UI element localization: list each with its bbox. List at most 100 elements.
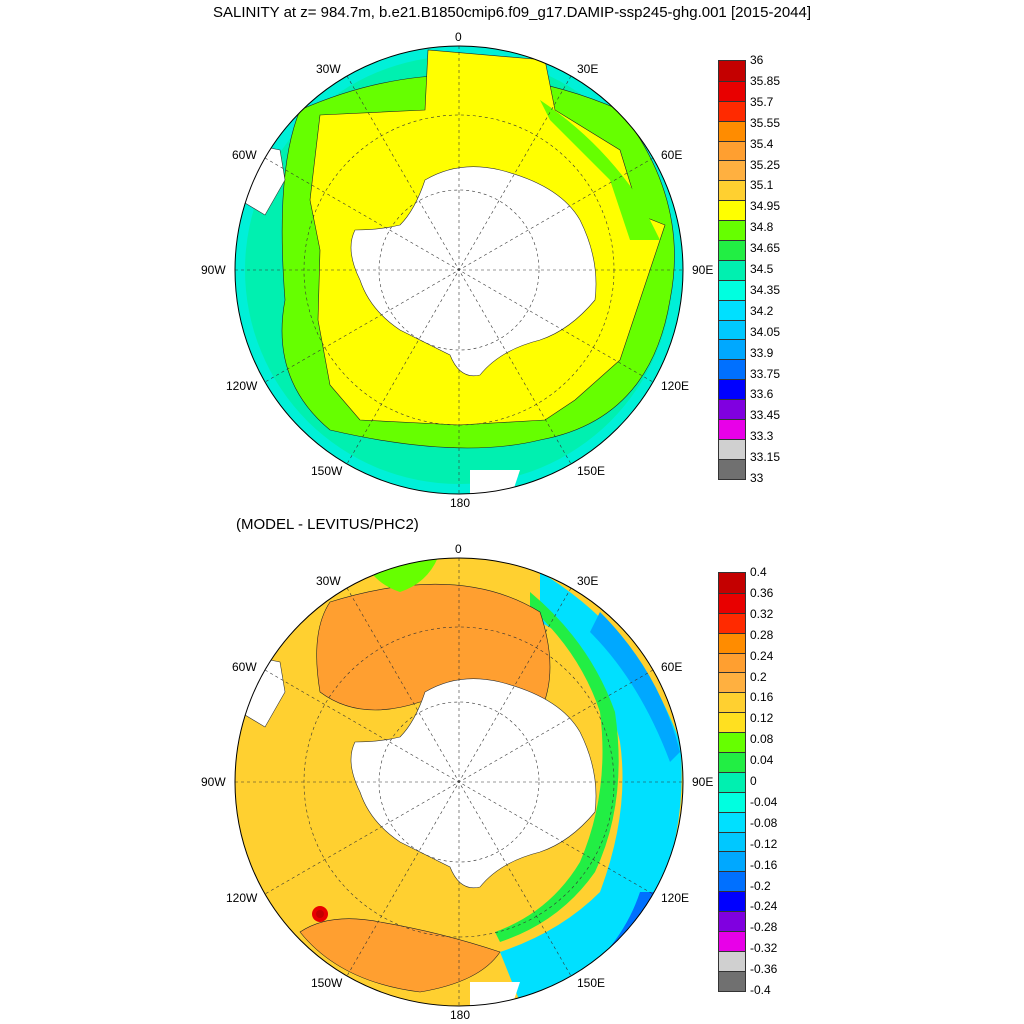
- colorbar-label: 34.5: [750, 262, 774, 276]
- colorbar-swatch: [719, 811, 745, 832]
- colorbar-swatch: [719, 732, 745, 753]
- colorbar-swatch: [719, 791, 745, 812]
- colorbar-label: 33.15: [750, 450, 781, 465]
- colorbar-swatch: [719, 612, 745, 633]
- colorbar-swatch: [719, 970, 745, 991]
- colorbar-swatch: [719, 692, 745, 713]
- colorbar-label: -0.24: [750, 899, 778, 914]
- colorbar-swatch: [719, 200, 745, 221]
- colorbar-label: 33.3: [750, 429, 774, 444]
- colorbar-swatch: [719, 712, 745, 733]
- colorbar-label: -0.36: [750, 962, 778, 977]
- lon-label-60e: 60E: [661, 148, 683, 162]
- colorbar-swatch: [719, 319, 745, 340]
- colorbar-swatch: [719, 359, 745, 380]
- lon-label-150w: 150W: [311, 464, 343, 478]
- colorbar-swatch: [719, 871, 745, 892]
- colorbar-label: 34.8: [750, 220, 774, 235]
- colorbar-label: 0.12: [750, 711, 774, 726]
- colorbar-swatch: [719, 180, 745, 201]
- colorbar-label: 33.9: [750, 345, 774, 360]
- colorbar-label: 0: [750, 774, 757, 788]
- colorbar-label: -0.04: [750, 794, 778, 809]
- colorbar-swatch: [719, 592, 745, 613]
- colorbar-label: 0.28: [750, 627, 774, 642]
- map-boundary: [234, 45, 684, 495]
- colorbar-swatch: [719, 100, 745, 121]
- colorbar-label: -0.28: [750, 920, 778, 935]
- colorbar-label: 0.08: [750, 732, 774, 747]
- lon-label-120w: 120W: [226, 891, 258, 905]
- colorbar-label: 35.25: [750, 157, 781, 172]
- colorbar-label: -0.2: [750, 878, 771, 893]
- colorbar-label: 35.7: [750, 94, 774, 109]
- lon-label-120e: 120E: [661, 891, 690, 905]
- salinity-polar-map: 0 180 90W 90E 30W 30E 60W 60E 120W 120E …: [201, 30, 714, 510]
- colorbar-label: -0.4: [750, 983, 771, 997]
- colorbar-label: 0.4: [750, 565, 767, 579]
- colorbar-swatch: [719, 831, 745, 852]
- colorbar-label: 35.1: [750, 178, 774, 193]
- colorbar-label: 0.24: [750, 648, 774, 663]
- colorbar-swatch: [719, 379, 745, 400]
- colorbar-swatch: [719, 652, 745, 673]
- salinity-colorbar: [718, 60, 746, 480]
- colorbar-swatch: [719, 120, 745, 141]
- colorbar-swatch: [719, 458, 745, 479]
- colorbar-label: 34.65: [750, 241, 781, 256]
- lon-label-30e: 30E: [577, 574, 599, 588]
- lon-label-90w: 90W: [201, 263, 226, 277]
- difference-colorbar: [718, 572, 746, 992]
- difference-map-svg: [234, 557, 684, 1007]
- colorbar-swatch: [719, 851, 745, 872]
- colorbar-swatch: [719, 573, 745, 593]
- lon-label-30e: 30E: [577, 62, 599, 76]
- colorbar-label: 34.05: [750, 324, 781, 339]
- lon-label-0: 0: [455, 30, 462, 44]
- colorbar-label: 35.55: [750, 115, 781, 130]
- strong-negative-east: [590, 612, 680, 762]
- colorbar-swatch: [719, 80, 745, 101]
- colorbar-label: 0.32: [750, 606, 774, 621]
- antarctica-landmass: [350, 678, 597, 889]
- colorbar-swatch: [719, 752, 745, 772]
- colorbar-label: 33: [750, 471, 764, 485]
- colorbar-swatch: [719, 950, 745, 971]
- colorbar-label: 35.4: [750, 136, 774, 151]
- colorbar-label: 33.6: [750, 387, 774, 402]
- colorbar-label: -0.12: [750, 836, 778, 851]
- lon-label-60w: 60W: [232, 148, 257, 162]
- new-zealand-area: [470, 470, 520, 494]
- antarctica-landmass: [350, 166, 597, 377]
- colorbar-label: 33.75: [750, 366, 781, 381]
- lon-label-150e: 150E: [577, 976, 606, 990]
- colorbar-label: 33.45: [750, 408, 781, 423]
- colorbar-swatch: [719, 160, 745, 181]
- colorbar-label: -0.32: [750, 941, 778, 956]
- colorbar-label: 0.2: [750, 669, 767, 684]
- colorbar-swatch: [719, 299, 745, 320]
- lon-label-120e: 120E: [661, 379, 690, 393]
- zero-band: [495, 592, 619, 942]
- colorbar-swatch: [719, 61, 745, 81]
- colorbar-swatch: [719, 632, 745, 653]
- colorbar-label: 0.36: [750, 585, 774, 600]
- lon-label-150w: 150W: [311, 976, 343, 990]
- colorbar-swatch: [719, 279, 745, 300]
- lon-label-0: 0: [455, 542, 462, 556]
- lon-label-30w: 30W: [316, 62, 341, 76]
- colorbar-swatch: [719, 399, 745, 420]
- difference-title: (MODEL - LEVITUS/PHC2): [236, 516, 419, 533]
- colorbar-label: 0.16: [750, 690, 774, 705]
- lon-label-90w: 90W: [201, 775, 226, 789]
- new-zealand-area: [470, 982, 520, 1006]
- positive-anomaly-south: [299, 918, 501, 993]
- colorbar-label: 36: [750, 53, 764, 67]
- lon-label-90e: 90E: [692, 263, 714, 277]
- salinity-map-svg: [234, 45, 684, 495]
- colorbar-swatch: [719, 931, 745, 951]
- colorbar-swatch: [719, 771, 745, 792]
- lon-label-90e: 90E: [692, 775, 714, 789]
- lon-label-60e: 60E: [661, 660, 683, 674]
- colorbar-swatch: [719, 891, 745, 912]
